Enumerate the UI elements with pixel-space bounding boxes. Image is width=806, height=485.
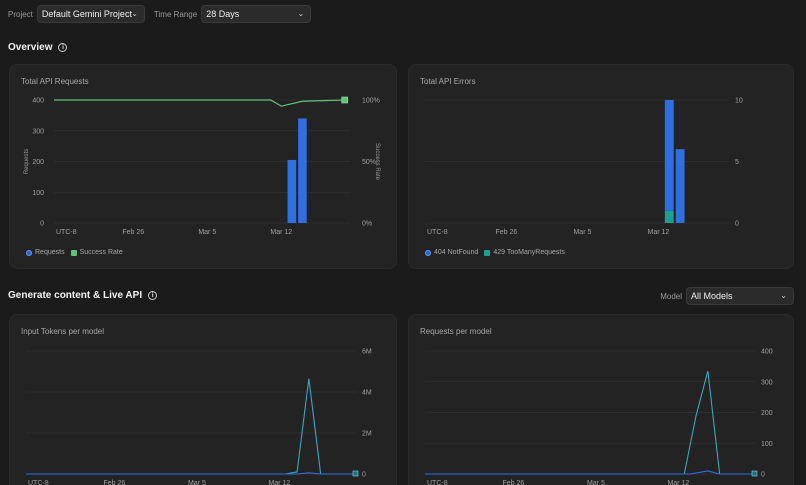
- legend-item-success-rate[interactable]: Success Rate: [70, 249, 123, 256]
- y-tick-label: 0: [362, 472, 366, 479]
- series-end-marker: [751, 470, 758, 477]
- legend-item-404[interactable]: 404 NotFound: [425, 249, 478, 256]
- chart-title: Total API Requests: [21, 77, 89, 86]
- legend-label: Success Rate: [79, 249, 123, 256]
- y-tick-label: 100: [761, 441, 773, 448]
- total-api-requests-chart: 0 100 200 300 400 0% 50% 100% UTC-8 Feb 26 Mar 5 Ma…: [24, 96, 380, 236]
- project-label: Project: [8, 9, 33, 19]
- x-tick-label: Feb 26: [103, 480, 125, 485]
- x-tick-label: Mar 5: [587, 480, 605, 485]
- legend-swatch: [484, 249, 491, 256]
- toolbar: Project Default Gemini Project ⌄ Time Ra…: [8, 5, 312, 23]
- x-tick-label: UTC-8: [427, 229, 448, 236]
- y-tick-label: 0: [761, 472, 765, 479]
- project-select[interactable]: Default Gemini Project ⌄: [36, 5, 145, 23]
- x-tick-label: Mar 5: [198, 229, 216, 236]
- y-tick-label: 300: [32, 128, 44, 135]
- chevron-down-icon: ⌄: [131, 9, 138, 18]
- y2-tick-label: 0%: [362, 221, 372, 228]
- bar-requests: [298, 118, 307, 223]
- model-label: Model: [660, 291, 682, 301]
- x-tick-label: UTC-8: [28, 480, 49, 485]
- y-tick-label: 5: [735, 159, 739, 166]
- requests-per-model-card: Requests per model 0 100 200 300 400 UTC-8 Feb…: [408, 314, 794, 485]
- chart-title: Requests per model: [420, 327, 492, 336]
- y-tick-label: 2M: [362, 431, 372, 438]
- x-tick-label: Feb 26: [496, 229, 518, 236]
- chart-legend: Requests Success Rate: [26, 249, 129, 256]
- y-tick-label: 0: [40, 221, 44, 228]
- success-rate-marker: [341, 96, 349, 104]
- y-axis-title: Requests: [24, 149, 30, 174]
- y-tick-label: 10: [735, 98, 743, 105]
- requests-per-model-chart: 0 100 200 300 400 UTC-8 Feb 26 Mar 5 Mar 12: [425, 349, 773, 485]
- series-line: [425, 370, 755, 475]
- series-line: [26, 378, 356, 475]
- overview-heading: Overview i: [8, 42, 68, 53]
- info-icon[interactable]: i: [148, 291, 158, 300]
- legend-swatch: [70, 249, 77, 256]
- time-range-label: Time Range: [153, 9, 198, 19]
- success-rate-line: [54, 99, 345, 107]
- y-tick-label: 4M: [362, 390, 372, 397]
- y2-axis-title: Success Rate: [374, 143, 380, 181]
- x-tick-label: Mar 12: [648, 229, 670, 236]
- y-tick-label: 6M: [362, 349, 372, 356]
- x-tick-label: Mar 12: [667, 480, 689, 485]
- bar-requests: [287, 159, 297, 223]
- legend-item-requests[interactable]: Requests: [26, 249, 65, 256]
- total-api-requests-card: Total API Requests 0 100 200 300 400 0% 50% 100…: [9, 64, 397, 269]
- total-api-errors-chart: 0 5 10 UTC-8 Feb 26 Mar 5 Mar 12: [425, 98, 743, 236]
- y-tick-label: 400: [32, 98, 44, 105]
- y-tick-label: 0: [735, 221, 739, 228]
- y-tick-label: 300: [761, 379, 773, 386]
- x-tick-label: UTC-8: [427, 480, 448, 485]
- chart-title: Input Tokens per model: [21, 327, 105, 336]
- bar-404: [675, 149, 685, 223]
- y2-tick-label: 50%: [362, 159, 376, 166]
- overview-title: Overview: [8, 42, 53, 53]
- y2-tick-label: 100%: [362, 98, 380, 105]
- y-tick-label: 100: [32, 190, 44, 197]
- chevron-down-icon: ⌄: [780, 291, 787, 300]
- chart-title: Total API Errors: [420, 77, 476, 86]
- y-tick-label: 400: [761, 349, 773, 356]
- chart-legend: 404 NotFound 429 TooManyRequests: [425, 249, 571, 256]
- x-tick-label: Feb 26: [502, 480, 524, 485]
- bar-429: [664, 210, 674, 223]
- series-line: [26, 472, 356, 475]
- input-tokens-chart: 0 2M 4M 6M UTC-8 Feb 26 Mar 5 Mar 12: [26, 349, 372, 485]
- input-tokens-card: Input Tokens per model 0 2M 4M 6M UTC-8 Feb 2…: [9, 314, 397, 485]
- legend-item-429[interactable]: 429 TooManyRequests: [484, 249, 565, 256]
- time-range-value: 28 Days: [206, 9, 240, 19]
- model-select-value: All Models: [691, 291, 733, 301]
- series-line: [425, 470, 755, 475]
- legend-swatch: [26, 249, 32, 256]
- generate-heading: Generate content & Live API i: [8, 290, 158, 301]
- legend-label: Requests: [35, 249, 65, 256]
- legend-swatch: [425, 249, 431, 256]
- model-select[interactable]: All Models ⌄: [686, 287, 794, 305]
- x-tick-label: Mar 5: [188, 480, 206, 485]
- bar-404: [664, 100, 674, 211]
- chevron-down-icon: ⌄: [297, 9, 305, 18]
- project-select-value: Default Gemini Project: [41, 9, 132, 19]
- total-api-errors-card: Total API Errors 0 5 10 UTC-8 Feb 26 Mar 5 Mar…: [408, 64, 794, 269]
- y-tick-label: 200: [32, 159, 44, 166]
- legend-label: 429 TooManyRequests: [493, 249, 565, 256]
- y-tick-label: 200: [761, 410, 773, 417]
- time-range-select[interactable]: 28 Days ⌄: [201, 5, 312, 23]
- x-tick-label: Mar 12: [270, 229, 292, 236]
- generate-title: Generate content & Live API: [8, 290, 143, 301]
- x-tick-label: Mar 12: [268, 480, 290, 485]
- info-icon[interactable]: i: [58, 43, 68, 52]
- x-tick-label: Feb 26: [122, 229, 144, 236]
- legend-label: 404 NotFound: [434, 249, 479, 256]
- model-filter: Model All Models ⌄: [660, 287, 794, 305]
- x-tick-label: Mar 5: [573, 229, 591, 236]
- series-end-marker: [352, 470, 359, 477]
- x-tick-label: UTC-8: [56, 229, 77, 236]
